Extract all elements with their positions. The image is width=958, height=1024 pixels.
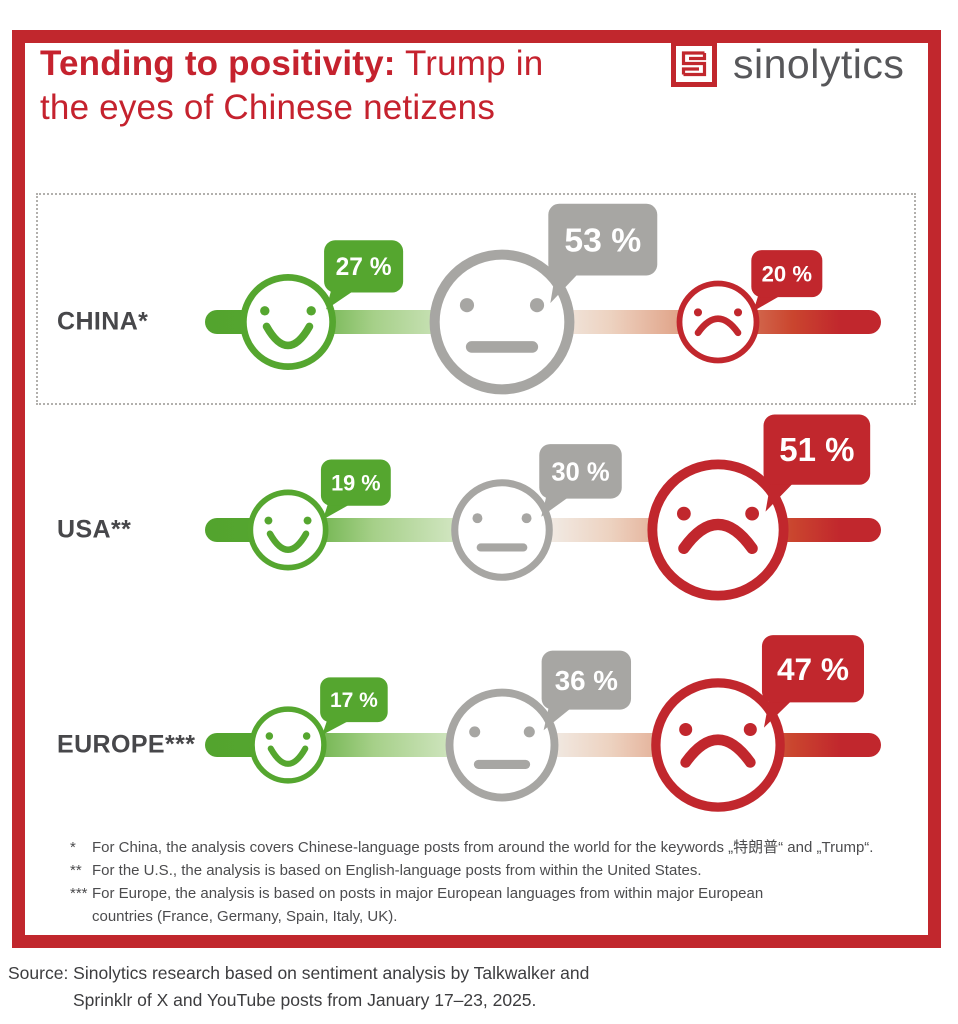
sentiment-row-china: 27 % 53 % 20 % [205,203,881,395]
eye-left [264,516,273,525]
mouth-positive [262,322,314,350]
value-label-positive: 27 % [336,254,392,281]
value-label-neutral: 53 % [564,221,641,259]
bubble-body [320,677,388,723]
value-bubble-neutral: 30 % [539,444,622,517]
value-label-neutral: 30 % [551,458,610,486]
value-bubble-positive: 27 % [324,240,404,310]
value-bubble-negative: 20 % [751,250,823,312]
footnote-text-line2: countries (France, Germany, Spain, Italy… [92,908,398,925]
face-negative [676,280,760,364]
bubble-body [324,240,404,293]
mouth-negative [694,315,742,337]
face-negative [647,459,789,601]
sentiment-row-usa: 19 % 30 % 51 % [205,414,881,601]
bubble-body [320,459,391,506]
face-negative [651,678,785,812]
page-title: Tending to positivity: Trump in the eyes… [40,42,543,130]
face-neutral [445,688,559,802]
face-neutral [451,479,553,581]
title-bold: Tending to positivity: [40,44,396,83]
row-label-usa: USA** [57,515,132,544]
bubble-body [761,635,865,703]
source-note: Source: Sinolytics research based on sen… [8,960,589,1014]
value-bubble-neutral: 53 % [548,203,658,304]
eye-left [693,308,703,317]
eye-right [745,506,760,521]
eye-right [306,306,316,316]
face-positive [240,274,336,370]
bubble-tail [322,503,351,520]
footnote-usa: ** For the U.S., the analysis is based o… [70,859,915,882]
value-label-negative: 51 % [779,431,854,468]
eye-left [459,298,475,313]
bubble-body [548,203,658,276]
mouth-negative [680,734,756,768]
footnote-text: For the U.S., the analysis is based on E… [92,862,702,879]
eye-right [529,298,545,313]
value-label-negative: 20 % [762,261,813,286]
footnote-text-line1: For Europe, the analysis is based on pos… [92,885,764,902]
footnote-marker: ** [70,862,82,879]
mouth-negative [678,518,758,555]
highlight-box-china [36,193,916,405]
mouth-positive [267,745,309,767]
face-positive [247,489,329,571]
mouth-positive [266,530,310,553]
bubble-tail [765,482,794,512]
footnote-text: For China, the analysis covers Chinese-l… [92,839,874,856]
value-bubble-negative: 47 % [761,635,865,728]
eye-left [472,513,483,524]
logo-mark-icon [671,41,717,87]
footnote-europe: *** For Europe, the analysis is based on… [70,882,915,928]
row-label-china: CHINA* [57,307,149,336]
title-line2: the eyes of Chinese netizens [40,88,496,127]
face-neutral [429,249,575,395]
bubble-tail [541,496,570,517]
row-label-europe: EUROPE*** [57,730,196,759]
bubble-body [539,444,622,499]
bubble-tail [550,273,579,304]
value-bubble-positive: 19 % [320,459,391,520]
eye-left [679,722,693,736]
value-bubble-positive: 17 % [320,677,388,735]
eye-right [521,513,532,524]
bubble-body [751,250,823,298]
source-line1: Source: Sinolytics research based on sen… [8,963,590,983]
logo: sinolytics [670,40,904,88]
eye-right [743,722,757,736]
value-label-negative: 47 % [777,651,849,687]
title-regular: Trump in [404,44,544,83]
value-bubble-negative: 51 % [763,414,871,512]
eye-right [733,308,743,317]
bubble-tail [543,707,572,731]
source-line2: Sprinklr of X and YouTube posts from Jan… [73,990,537,1010]
footnote-china: * For China, the analysis covers Chinese… [70,836,915,859]
logo-text: sinolytics [733,41,905,87]
bubble-tail [753,295,782,312]
face-positive [249,706,327,784]
bubble-tail [763,700,792,728]
bubble-body [541,650,632,710]
value-bubble-neutral: 36 % [541,650,632,731]
footnote-marker: *** [70,885,88,902]
footnote-marker: * [70,839,76,856]
footnote-text: For Europe, the analysis is based on pos… [92,882,915,928]
eye-left [676,506,691,521]
bubble-tail [326,290,355,310]
sentiment-row-europe: 17 % 36 % 47 % [205,635,881,812]
eye-left [265,732,274,740]
eye-right [302,732,311,740]
bubble-body [763,414,871,485]
eye-right [303,516,312,525]
eye-right [523,726,535,738]
eye-left [260,306,270,316]
eye-left [469,726,481,738]
footnotes: * For China, the analysis covers Chinese… [70,836,915,928]
bubble-tail [322,720,351,735]
value-label-positive: 19 % [331,470,381,495]
value-label-positive: 17 % [330,689,378,712]
value-label-neutral: 36 % [555,665,618,696]
